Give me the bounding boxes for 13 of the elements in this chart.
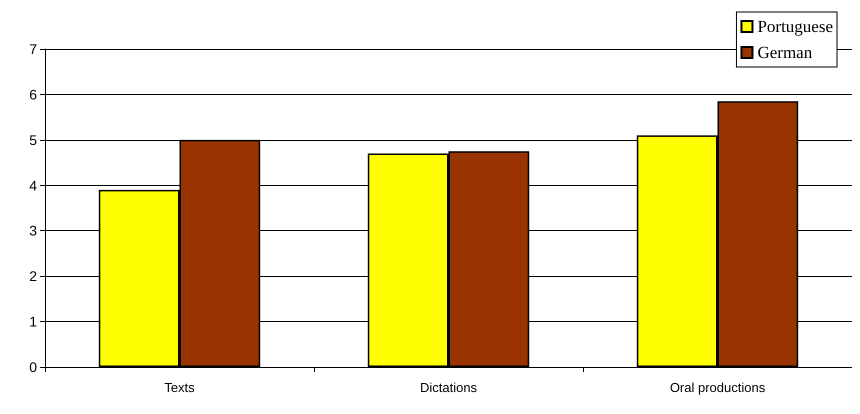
legend-label: German bbox=[757, 43, 813, 62]
y-tick-label: 1 bbox=[29, 314, 38, 330]
x-tick-label: Oral productions bbox=[670, 380, 766, 395]
y-tick-label: 3 bbox=[29, 222, 38, 239]
y-tick-label: 7 bbox=[29, 41, 38, 57]
y-tick-label: 6 bbox=[29, 86, 38, 102]
x-tick-label: Dictations bbox=[420, 380, 478, 395]
y-tick-label: 5 bbox=[29, 132, 38, 148]
legend-label: Portuguese bbox=[757, 17, 833, 36]
y-tick-label: 2 bbox=[29, 268, 38, 284]
y-tick-label: 0 bbox=[29, 359, 38, 375]
y-tick-label: 4 bbox=[29, 177, 38, 194]
x-tick-label: Texts bbox=[164, 380, 196, 395]
